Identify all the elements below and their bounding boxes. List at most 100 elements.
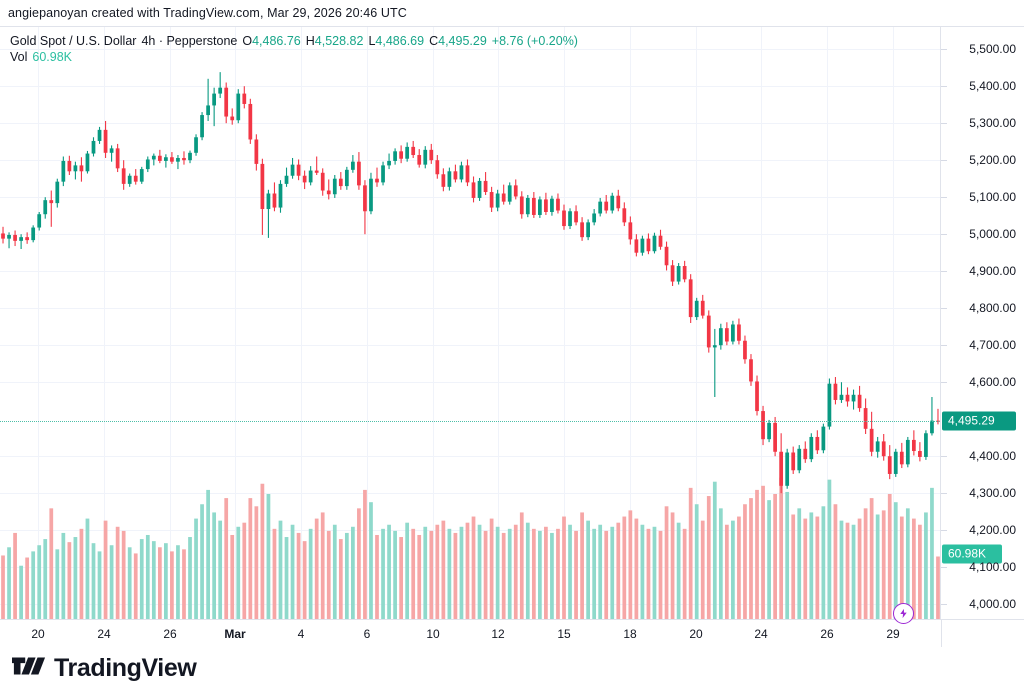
axis-tick-mark (941, 345, 947, 347)
tradingview-logo-icon (12, 655, 46, 682)
price-axis-label: 5,000.00 (969, 227, 1016, 242)
price-axis-label: 4,200.00 (969, 523, 1016, 538)
legend-close-value: 4,495.29 (438, 34, 487, 48)
gridline-vertical (38, 27, 39, 619)
gridline-horizontal (0, 197, 940, 199)
gridline-vertical (301, 27, 302, 619)
price-axis-label: 4,800.00 (969, 301, 1016, 316)
time-axis-label: 24 (754, 627, 768, 641)
legend-volume-row: Vol 60.98K (10, 49, 578, 65)
gridline-horizontal (0, 123, 940, 125)
axis-tick-mark (941, 308, 947, 310)
tradingview-footer: TradingView (12, 654, 197, 682)
gridline-vertical (696, 27, 697, 619)
axis-tick-mark (941, 604, 947, 606)
axis-tick-mark (941, 123, 947, 125)
gridline-vertical (827, 27, 828, 619)
price-axis-label: 5,200.00 (969, 153, 1016, 168)
gridline-vertical (564, 27, 565, 619)
legend-interval[interactable]: 4h · Pepperstone (141, 34, 238, 48)
legend-low-value: 4,486.69 (375, 34, 425, 48)
gridline-vertical (235, 27, 236, 619)
price-axis-label: 4,100.00 (969, 560, 1016, 575)
attribution-text: angiepanoyan created with TradingView.co… (8, 6, 407, 20)
time-axis-label: 4 (297, 627, 305, 641)
chart-legend: Gold Spot / U.S. Dollar 4h · Pepperstone O… (10, 33, 578, 65)
time-axis-label: 29 (886, 627, 900, 641)
legend-close-label: C (429, 34, 439, 48)
legend-low-label: L (368, 34, 376, 48)
price-axis-label: 4,900.00 (969, 264, 1016, 279)
gridline-vertical (761, 27, 762, 619)
time-axis-label: 15 (557, 627, 571, 641)
time-axis-label: 6 (363, 627, 371, 641)
axis-tick-mark (941, 49, 947, 51)
gridline-horizontal (0, 604, 940, 606)
axis-corner (941, 619, 1024, 647)
time-axis-label: 20 (689, 627, 703, 641)
axis-tick-mark (941, 530, 947, 532)
legend-main-row: Gold Spot / U.S. Dollar 4h · Pepperstone O… (10, 33, 578, 49)
gridline-horizontal (0, 382, 940, 384)
axis-tick-mark (941, 567, 947, 569)
current-volume-badge: 60.98K (942, 544, 1002, 564)
gridline-vertical (367, 27, 368, 619)
chart-frame: 4,495.29 60.98K 5,500.00 5,400.00 5,300.00… (0, 26, 1024, 647)
legend-volume-value: 60.98K (32, 50, 73, 64)
gridline-horizontal (0, 271, 940, 273)
time-axis-label: 20 (31, 627, 45, 641)
legend-open-label: O (242, 34, 253, 48)
gridline-horizontal (0, 456, 940, 458)
legend-symbol[interactable]: Gold Spot / U.S. Dollar (10, 34, 137, 48)
legend-high-label: H (305, 34, 315, 48)
time-axis-label: 10 (426, 627, 440, 641)
axis-tick-mark (941, 382, 947, 384)
current-price-line (0, 420, 940, 422)
chart-plot-area[interactable] (0, 27, 941, 619)
gridline-vertical (893, 27, 894, 619)
price-axis-label: 4,400.00 (969, 449, 1016, 464)
axis-tick-mark (941, 456, 947, 458)
time-axis-label: 26 (820, 627, 834, 641)
time-axis-label: 26 (163, 627, 177, 641)
price-axis-label: 4,300.00 (969, 486, 1016, 501)
legend-open-value: 4,486.76 (252, 34, 301, 48)
price-axis-label: 4,600.00 (969, 375, 1016, 390)
axis-tick-mark (941, 197, 947, 199)
axis-tick-mark (941, 234, 947, 236)
gridline-horizontal (0, 86, 940, 88)
axis-tick-mark (941, 271, 947, 273)
price-axis-label: 5,500.00 (969, 42, 1016, 57)
gridline-vertical (498, 27, 499, 619)
price-axis-label: 5,400.00 (969, 79, 1016, 94)
gridline-horizontal (0, 345, 940, 347)
price-axis[interactable]: 4,495.29 60.98K 5,500.00 5,400.00 5,300.00… (941, 27, 1024, 619)
gridline-horizontal (0, 308, 940, 310)
gridline-vertical (630, 27, 631, 619)
time-axis[interactable]: 20 24 26 Mar 4 6 10 12 15 18 20 24 26 29 (0, 603, 941, 647)
price-axis-label: 4,000.00 (969, 597, 1016, 612)
gridline-vertical (170, 27, 171, 619)
current-price-badge: 4,495.29 (942, 411, 1016, 431)
lightning-bolt-icon[interactable] (893, 603, 914, 624)
legend-change: +8.76 (+0.20%) (491, 34, 578, 48)
candlestick-series (1, 72, 940, 619)
legend-volume-label[interactable]: Vol (10, 50, 28, 64)
time-axis-label: 24 (97, 627, 111, 641)
time-axis-label: Mar (224, 627, 246, 641)
price-axis-label: 4,700.00 (969, 338, 1016, 353)
time-axis-label: 12 (491, 627, 505, 641)
gridline-vertical (433, 27, 434, 619)
gridline-horizontal (0, 234, 940, 236)
gridline-horizontal (0, 493, 940, 495)
tradingview-brand-text: TradingView (54, 654, 197, 682)
gridline-horizontal (0, 49, 940, 51)
axis-tick-mark (941, 86, 947, 88)
gridline-horizontal (0, 567, 940, 569)
legend-high-value: 4,528.82 (314, 34, 364, 48)
axis-tick-mark (941, 160, 947, 162)
price-axis-label: 5,300.00 (969, 116, 1016, 131)
gridline-vertical (104, 27, 105, 619)
gridline-horizontal (0, 160, 940, 162)
